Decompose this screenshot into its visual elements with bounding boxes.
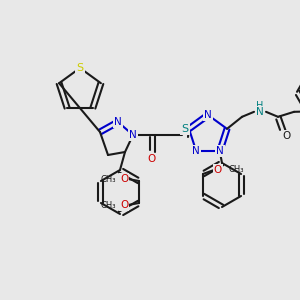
Text: O: O [214, 165, 222, 175]
Text: O: O [282, 131, 290, 141]
Text: N: N [129, 130, 137, 140]
Text: N: N [204, 110, 212, 120]
Text: N: N [216, 146, 224, 156]
Text: O: O [120, 174, 128, 184]
Text: S: S [182, 124, 189, 134]
Text: O: O [148, 154, 156, 164]
Text: S: S [76, 63, 84, 73]
Text: CH₃: CH₃ [100, 175, 116, 184]
Text: O: O [120, 200, 128, 210]
Text: CH₃: CH₃ [100, 200, 116, 209]
Text: CH₃: CH₃ [228, 166, 244, 175]
Text: N: N [256, 107, 264, 117]
Text: H: H [256, 101, 264, 111]
Text: N: N [192, 146, 200, 156]
Text: N: N [114, 117, 122, 127]
